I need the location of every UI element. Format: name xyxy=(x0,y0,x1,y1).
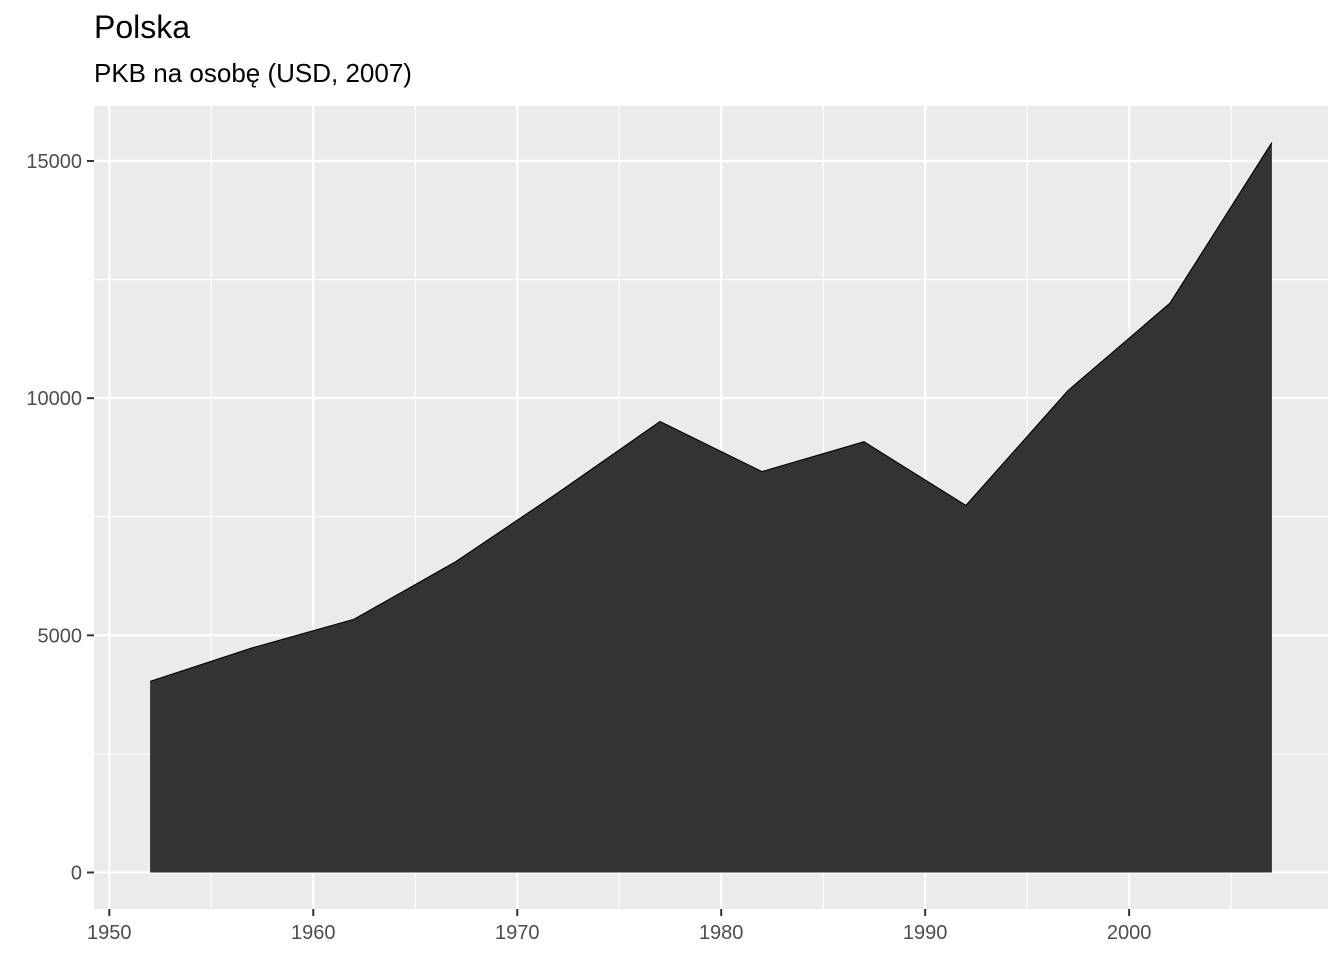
x-tick-label: 1980 xyxy=(699,922,744,944)
chart-title: Polska xyxy=(94,9,191,45)
x-tick-label: 1960 xyxy=(291,922,336,944)
x-tick-label: 1970 xyxy=(495,922,540,944)
area-fill xyxy=(150,142,1272,873)
y-tick-label: 5000 xyxy=(38,625,83,647)
x-tick-label: 1990 xyxy=(903,922,948,944)
y-tick-label: 10000 xyxy=(26,388,82,410)
chart-subtitle: PKB na osobę (USD, 2007) xyxy=(94,58,412,88)
area-outline xyxy=(149,142,1273,682)
x-tick-label: 2000 xyxy=(1107,922,1152,944)
x-tick-label: 1950 xyxy=(87,922,132,944)
axes: 1950 1960 1970 1980 1990 2000 0 5000 10000 15000 xyxy=(26,151,1151,944)
series-layer xyxy=(149,142,1273,873)
y-tick-label: 15000 xyxy=(26,151,82,173)
y-tick-label: 0 xyxy=(71,862,82,884)
